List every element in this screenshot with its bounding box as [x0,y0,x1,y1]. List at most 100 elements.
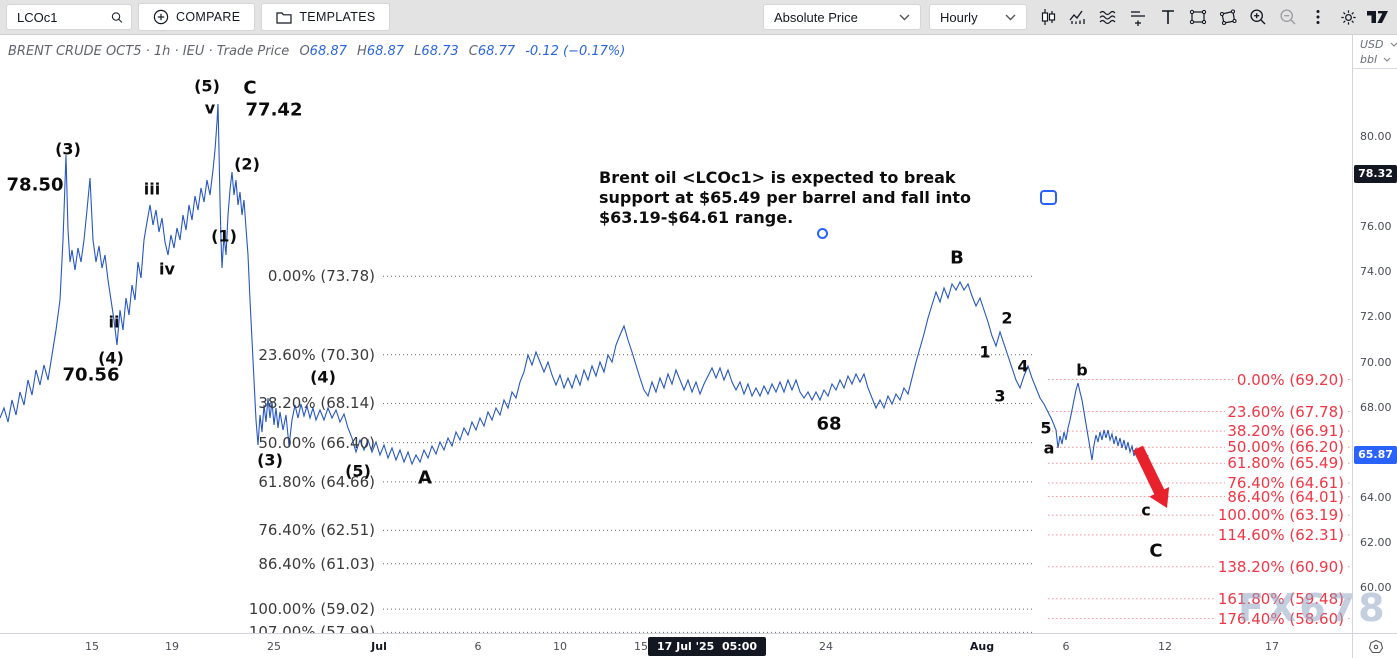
interval-value: Hourly [940,9,978,25]
wave-label: 5 [1040,418,1052,438]
wave-label: (3) [257,450,283,470]
price-mode-value: Absolute Price [774,9,858,25]
fib-extension-label: 161.80% (59.48) [1215,589,1346,608]
time-tick: Aug [969,640,995,653]
fib-retracement-label: 86.40% (61.03) [258,554,375,573]
templates-button[interactable]: TEMPLATES [261,3,391,31]
chevron-down-icon [1005,14,1016,20]
interval-select[interactable]: Hourly [929,4,1027,30]
wave-label: A [418,467,432,489]
drawing-anchor-rect[interactable] [1040,190,1057,205]
time-tick: Jul [371,640,387,653]
time-tick: 25 [267,640,281,653]
more-menu-icon[interactable] [1305,4,1331,30]
zoom-out-icon[interactable] [1275,4,1301,30]
wave-label: (4) [98,348,124,368]
wave-label: 68 [816,413,842,435]
fib-extension-label: 23.60% (67.78) [1225,402,1346,421]
wave-label: (1) [211,226,237,246]
symbol-description: BRENT CRUDE OCT5 · 1h · IEU · Trade Pric… [8,44,290,59]
currency-selector[interactable]: USD [1360,38,1397,51]
top-toolbar: COMPARE TEMPLATES Absolute Price Hourly [0,0,1397,35]
wave-label: (5) [194,76,220,96]
last-price-badge: 65.87 [1354,445,1397,464]
waves-elliott-icon[interactable] [1095,4,1121,30]
fib-extension-label: 176.40% (58.60) [1215,609,1346,628]
drawing-anchor-dot[interactable] [817,228,828,239]
axis-settings-icon [1368,639,1383,653]
toolbar-icons [1035,4,1391,30]
price-tick: 60.00 [1360,581,1392,594]
analyst-note[interactable]: Brent oil <LCOc1> is expected to break s… [599,168,1029,228]
symbol-info-line[interactable]: BRENT CRUDE OCT5 · 1h · IEU · Trade Pric… [8,44,625,59]
search-icon [111,11,123,23]
wave-label: 78.50 [6,174,64,196]
time-tick: 12 [1158,640,1172,653]
fib-extension-label: 100.00% (63.19) [1215,506,1346,525]
wave-label: 70.56 [62,364,120,386]
compare-button[interactable]: COMPARE [138,3,256,31]
price-line[interactable] [0,103,1149,466]
polygon-tool-icon[interactable] [1215,4,1241,30]
fib-extension-label: 50.00% (66.20) [1225,438,1346,457]
chevron-down-icon [1390,42,1397,47]
indicators-icon[interactable] [1065,4,1091,30]
fib-retracement-label: 50.00% (66.40) [258,433,375,452]
time-tick: 15 [85,640,99,653]
time-tick: 17 [1265,640,1279,653]
wave-label: 3 [994,386,1006,406]
time-tick: 24 [819,640,833,653]
time-tick: 6 [474,640,482,653]
fib-retracement-label: 61.80% (64.66) [258,472,375,491]
low-value: 68.73 [421,44,459,59]
time-tick: 15 [634,640,648,653]
wave-label: (3) [55,139,81,159]
fib-retracement-label: 76.40% (62.51) [258,521,375,540]
fib-retracement-label: 0.00% (73.78) [267,267,375,286]
axis-settings-corner[interactable] [1352,633,1397,658]
fib-extension-label: 114.60% (62.31) [1215,525,1346,544]
text-tool-icon[interactable] [1155,4,1181,30]
fib-extension-label: 138.20% (60.90) [1215,557,1346,576]
wave-label: C [243,77,257,99]
wave-label: (2) [234,154,260,174]
price-mode-select[interactable]: Absolute Price [763,4,921,30]
crosshair-time-badge: 17 Jul '25 05:00 [648,637,767,656]
symbol-search-input[interactable] [15,8,105,26]
time-axis[interactable]: 15 19 25 Jul 6 10 15 24 Aug 6 12 17 17 Jul '25 05:0… [0,633,1352,658]
time-tick: 19 [165,640,179,653]
wave-label: B [950,247,964,269]
fib-extension-label: 38.20% (66.91) [1225,422,1346,441]
time-tick: 6 [1062,640,1070,653]
fib-extension-label: 76.40% (64.61) [1225,474,1346,493]
symbol-search-box[interactable] [6,4,132,30]
unit-value: bbl [1360,52,1378,66]
wave-label: (4) [310,367,336,387]
rectangle-tool-icon[interactable] [1185,4,1211,30]
open-label: O [299,44,310,59]
unit-selector: USD bbl [1353,35,1397,69]
red-down-arrow[interactable] [1133,445,1170,508]
price-tick: 62.00 [1360,535,1392,549]
candles-style-icon[interactable] [1035,4,1061,30]
settings-gear-icon[interactable] [1335,4,1361,30]
price-tick: 80.00 [1360,130,1392,143]
fib-retracement-label: 23.60% (70.30) [258,345,375,364]
fib-retracement-label: 100.00% (59.02) [248,600,375,619]
plus-circle-icon [153,9,169,25]
price-tick: 76.00 [1360,220,1392,234]
wave-label: C [1149,540,1163,562]
price-axis[interactable]: USD bbl 80.00 76.00 74.00 72.00 70.00 68.00 64… [1352,35,1397,633]
fib-levels-icon[interactable] [1125,4,1151,30]
wave-label: 1 [979,342,991,362]
price-tick: 70.00 [1360,355,1392,369]
zoom-in-icon[interactable] [1245,4,1271,30]
fib-extension-label: 61.80% (65.49) [1225,454,1346,473]
close-value: 68.77 [477,44,516,59]
wave-label: a [1043,438,1055,458]
unit-selector-row[interactable]: bbl [1360,53,1397,66]
fib-retracement-label: 38.20% (68.14) [258,394,375,413]
chevron-down-icon [899,14,910,20]
